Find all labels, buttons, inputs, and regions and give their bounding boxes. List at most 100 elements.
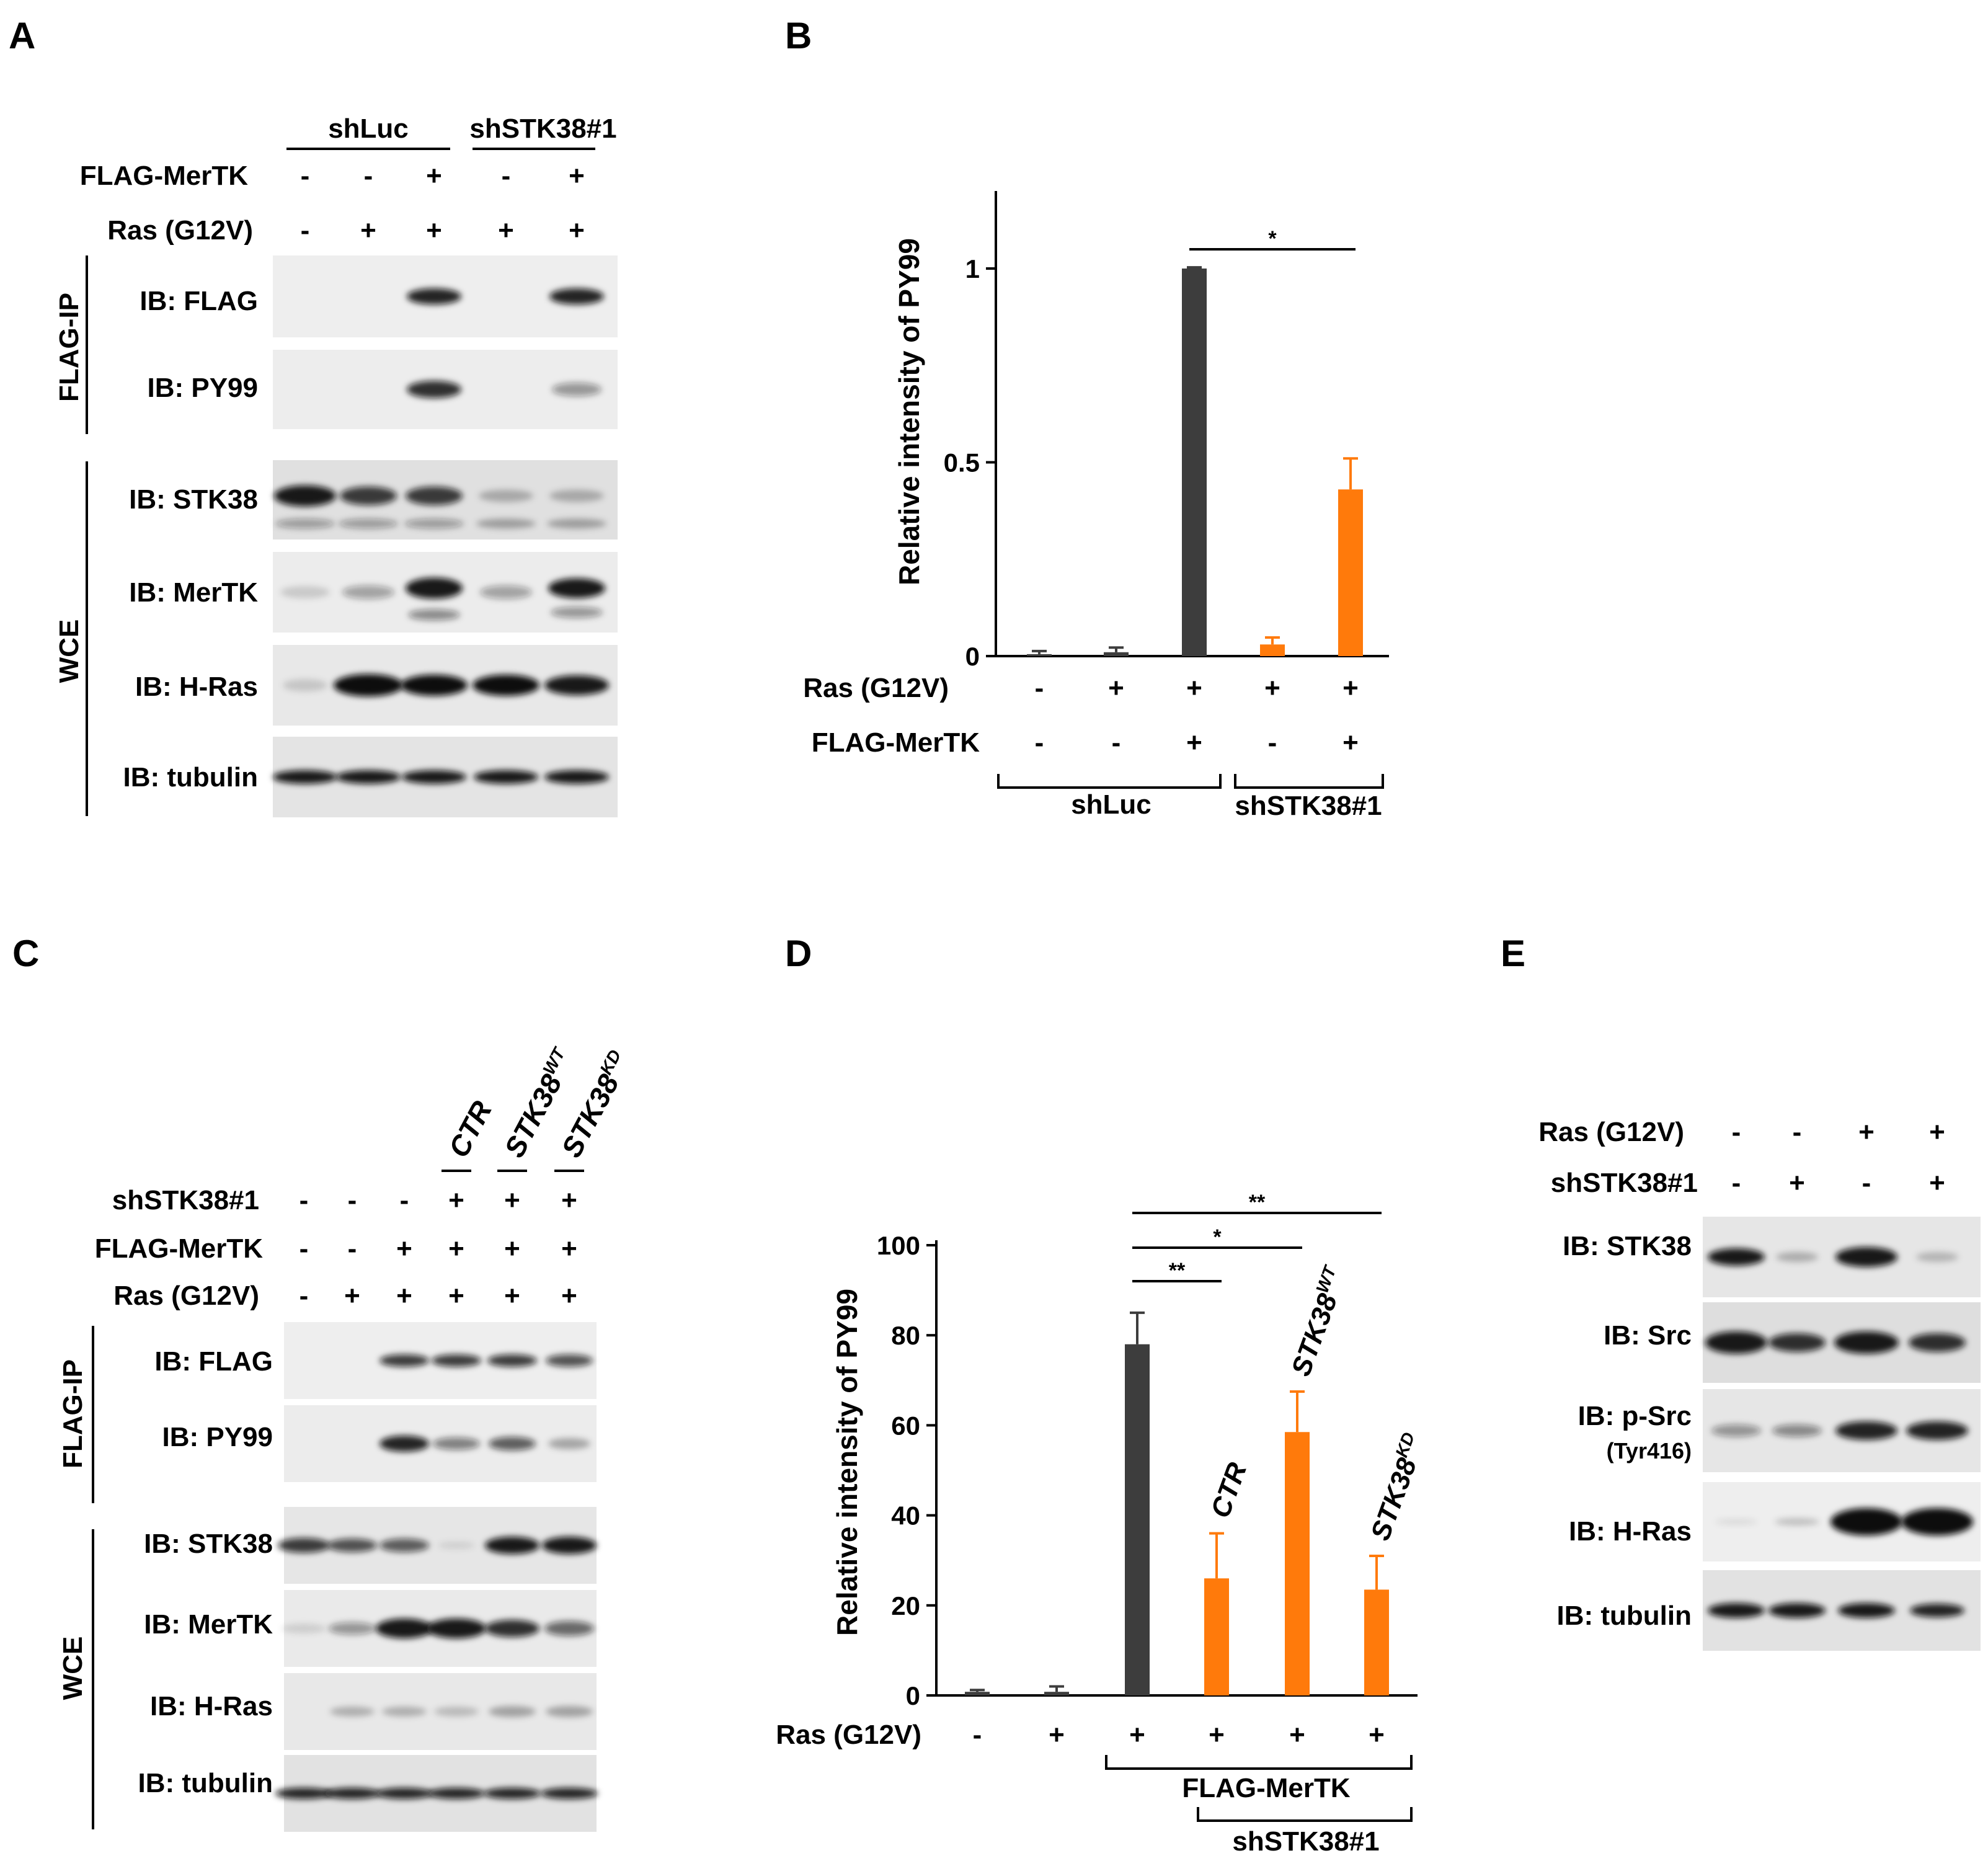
blot-tubulin xyxy=(275,1755,598,1832)
blot-src-band-2 xyxy=(1834,1331,1899,1354)
condition-label-ras: Ras (G12V) xyxy=(107,215,253,246)
blot-stk38-band-5 xyxy=(542,1537,597,1554)
blot-mertk-band-2 xyxy=(376,1619,433,1638)
blot-tubulin-band-5 xyxy=(541,1788,598,1799)
c-sign-r2-c4: + xyxy=(504,1281,520,1311)
blot-tubulin-band-3 xyxy=(1910,1604,1964,1617)
rescue-label-0: CTR xyxy=(442,1096,498,1163)
panel-label-a: A xyxy=(9,15,35,56)
e-sign-r1-c2: - xyxy=(1862,1168,1871,1198)
y-tick-label-4: 80 xyxy=(891,1321,920,1350)
blot-stk38 xyxy=(278,1507,597,1584)
group-bracket-flag-mertk xyxy=(1105,1755,1413,1770)
blot-mertk-band-0 xyxy=(280,586,330,598)
blot-tubulin-band-1 xyxy=(336,770,401,784)
bar-label-superscript-4: WT xyxy=(1312,1262,1340,1295)
a-sign-r1-c2: + xyxy=(426,215,442,246)
condition-sign-r0-c5: + xyxy=(1369,1720,1385,1750)
e-sign-r0-c0: - xyxy=(1732,1117,1741,1147)
blot-stk38-band-1 xyxy=(1776,1252,1818,1262)
rescue-label-2: STK38KD xyxy=(554,1047,637,1163)
blot-h-ras-band-0 xyxy=(1715,1519,1757,1524)
e-sign-r0-c2: + xyxy=(1858,1117,1875,1147)
y-tick-label-2: 1 xyxy=(965,254,980,283)
c-sign-r2-c0: - xyxy=(300,1281,309,1311)
blot-stk38-band-2 xyxy=(379,1539,429,1552)
blot-p-src-band-0 xyxy=(1711,1424,1761,1437)
blot-flag-band-2 xyxy=(487,1354,537,1367)
blot-label-py99: IB: PY99 xyxy=(147,373,258,403)
blot-tubulin-band-4 xyxy=(544,770,609,784)
condition-sign-r1-c4: + xyxy=(1342,727,1359,758)
blot-mertk-band-0 xyxy=(282,1623,326,1633)
a-sign-r1-c0: - xyxy=(301,215,310,246)
blot-p-src-band-2 xyxy=(1835,1421,1897,1440)
blot-mertk-band-3 xyxy=(427,1619,486,1638)
blot-label-h-ras: IB: H-Ras xyxy=(1569,1516,1692,1547)
blot-label-mertk: IB: MerTK xyxy=(129,577,258,608)
bar-5 xyxy=(1364,1589,1389,1695)
group-label-shluc: shLuc xyxy=(328,113,409,144)
y-tick-label-2: 40 xyxy=(891,1501,920,1530)
e-sign-r1-c3: + xyxy=(1929,1168,1945,1198)
blot-stk38-band-5 xyxy=(275,518,335,529)
a-sign-r0-c3: - xyxy=(502,161,511,191)
blot-stk38-band-0 xyxy=(1708,1248,1765,1266)
blot-tubulin xyxy=(1703,1570,1981,1651)
c-sign-r1-c1: - xyxy=(348,1233,357,1264)
blot-h-ras-band-3 xyxy=(473,675,539,696)
a-sign-r1-c3: + xyxy=(498,215,514,246)
group-label-shstk38: shSTK38#1 xyxy=(469,113,616,144)
blot-h-ras xyxy=(1703,1482,1981,1561)
condition-sign-r0-c4: + xyxy=(1289,1720,1305,1750)
condition-sign-r0-c1: + xyxy=(1108,673,1124,703)
group-label-shluc: shLuc xyxy=(1071,789,1152,820)
condition-sign-r0-c0: - xyxy=(973,1720,982,1750)
blot-stk38-band-9 xyxy=(547,518,606,529)
blot-stk38-band-4 xyxy=(549,489,604,502)
condition-sign-r0-c3: + xyxy=(1264,673,1280,703)
blot-h-ras-band-2 xyxy=(1830,1508,1902,1535)
rescue-superscript-2: KD xyxy=(596,1047,624,1078)
condition-label-flag-mertk: FLAG-MerTK xyxy=(80,161,249,191)
blot-label-tubulin: IB: tubulin xyxy=(138,1768,273,1798)
blot-tubulin-band-0 xyxy=(1708,1603,1765,1618)
blot-label-stk38: IB: STK38 xyxy=(144,1529,273,1559)
bar-label-4: STK38WT xyxy=(1284,1262,1354,1380)
condition-label-flag-mertk: FLAG-MerTK xyxy=(812,727,980,758)
a-sign-r0-c4: + xyxy=(569,161,585,191)
c-sign-r1-c2: + xyxy=(396,1233,412,1264)
blot-flag-band-0 xyxy=(379,1354,429,1367)
blot-h-ras-band-0 xyxy=(283,679,327,691)
y-tick-label-1: 20 xyxy=(891,1591,920,1620)
blot-h-ras xyxy=(284,1673,597,1750)
c-sign-r1-c5: + xyxy=(561,1233,577,1264)
c-sign-r1-c4: + xyxy=(504,1233,520,1264)
c-sign-r1-c0: - xyxy=(300,1233,309,1264)
y-tick-label-3: 60 xyxy=(891,1411,920,1440)
chart-marks: 0 0.5 1 - + + + + - - + - + * xyxy=(944,227,1363,758)
y-axis-label: Relative intensity of PY99 xyxy=(893,238,925,585)
blot-label-flag: IB: FLAG xyxy=(140,286,258,316)
condition-sign-r0-c2: + xyxy=(1129,1720,1145,1750)
a-sign-r1-c1: + xyxy=(360,215,376,246)
blot-h-ras-band-1 xyxy=(382,1707,427,1717)
bar-3 xyxy=(1260,644,1285,656)
bar-1 xyxy=(1044,1692,1069,1695)
blot-label-h-ras: IB: H-Ras xyxy=(135,672,258,702)
blot-flag-band-1 xyxy=(549,288,604,304)
panel-label-c: C xyxy=(12,933,39,974)
blot-mertk-band-1 xyxy=(329,1622,376,1635)
y-tick-label-0: 0 xyxy=(906,1681,920,1710)
blot-mertk-band-1 xyxy=(342,585,394,599)
panel-label-e: E xyxy=(1501,933,1525,974)
blot-h-ras-band-3 xyxy=(489,1706,536,1717)
e-sign-r0-c1: - xyxy=(1793,1117,1802,1147)
blot-mertk-band-5 xyxy=(544,1621,594,1636)
c-sign-r0-c1: - xyxy=(348,1185,357,1215)
blot-label-src: IB: Src xyxy=(1604,1320,1692,1351)
y-tick-label-0: 0 xyxy=(965,642,980,671)
blot-p-src xyxy=(1703,1389,1981,1472)
y-tick-label-1: 0.5 xyxy=(944,448,980,477)
